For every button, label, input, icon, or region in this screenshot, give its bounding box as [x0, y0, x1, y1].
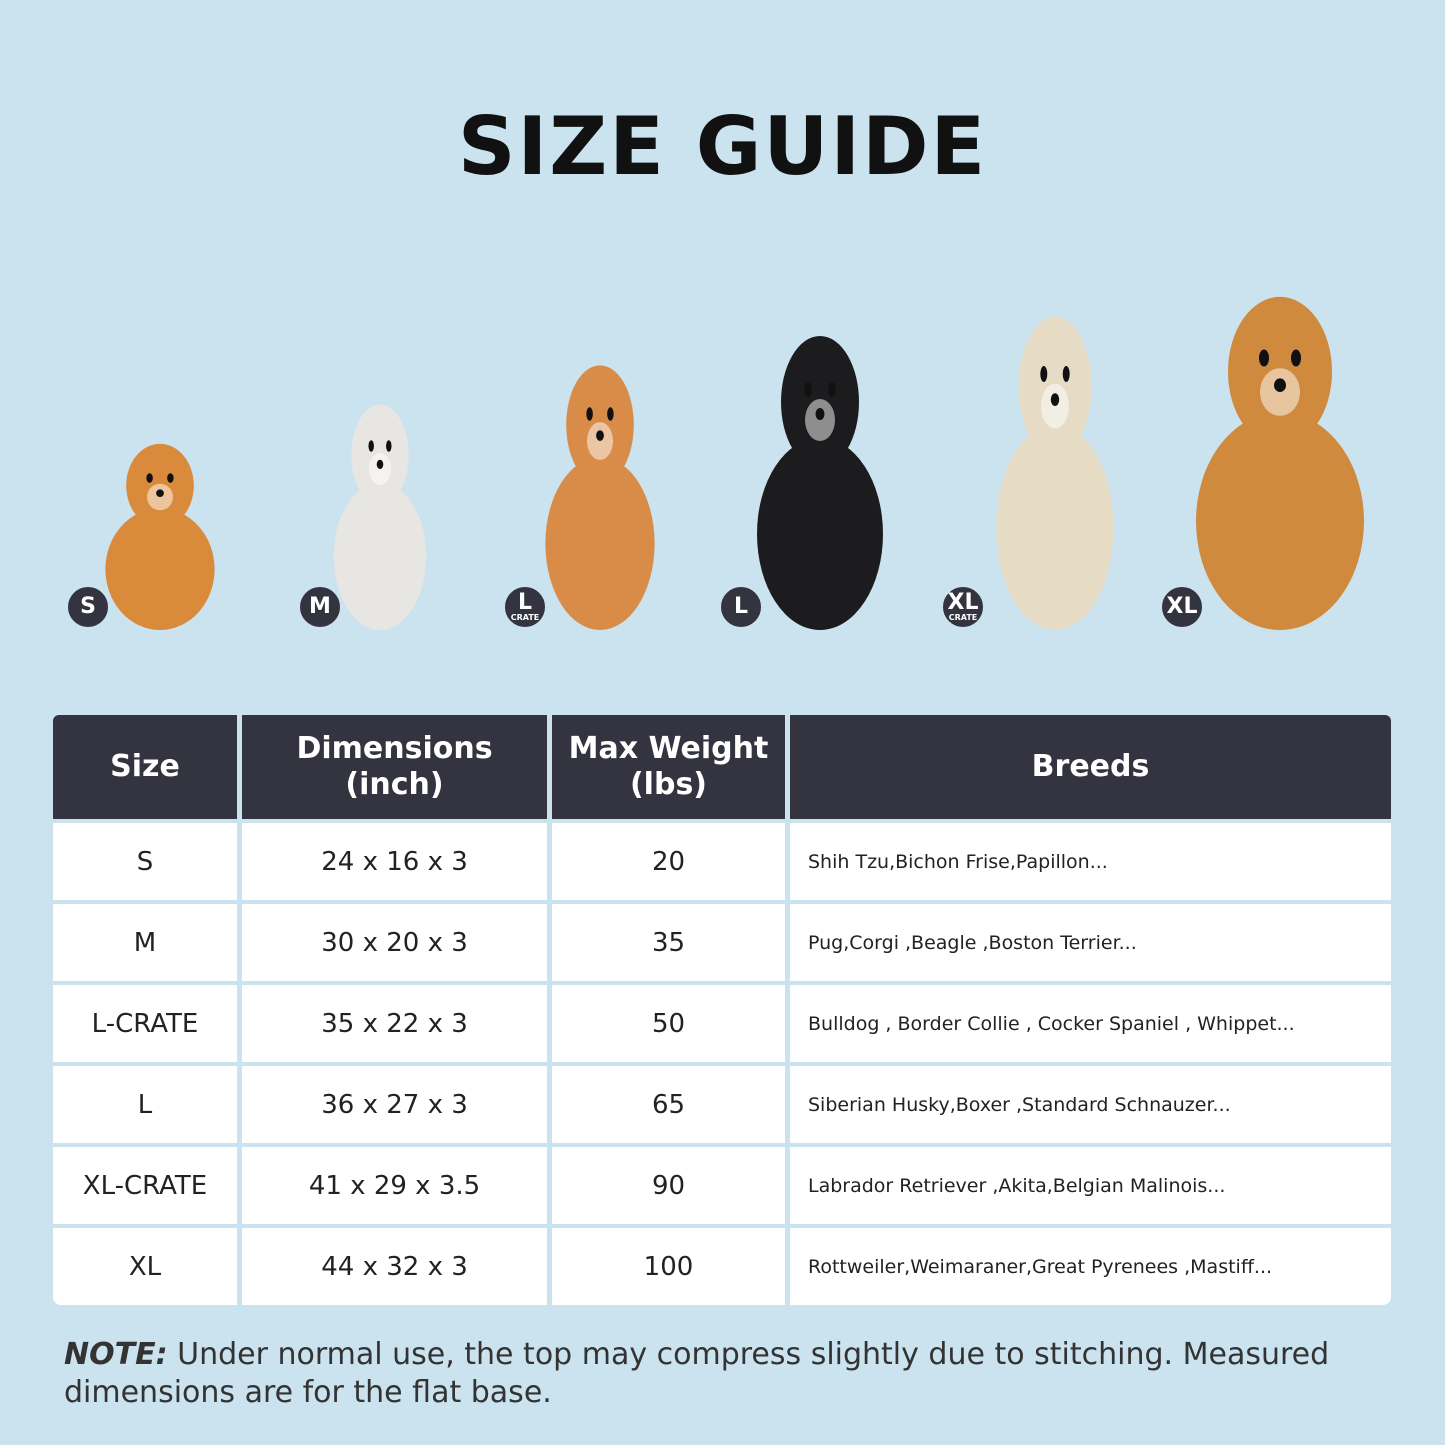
- badge-label: XL: [1166, 594, 1198, 619]
- badge-label: L: [733, 594, 749, 619]
- badge-label: L: [517, 590, 533, 615]
- dog-image: [95, 440, 225, 630]
- dog-lineup: S M L CRATE L XL CRATE XL: [0, 280, 1445, 660]
- dimensions-cell: 44 x 32 x 3: [242, 1228, 547, 1305]
- weight-cell: 65: [552, 1066, 785, 1143]
- column-header: Max Weight (lbs): [552, 715, 785, 819]
- column-header: Breeds: [790, 715, 1391, 819]
- size-cell: L-CRATE: [53, 985, 237, 1062]
- weight-cell: 90: [552, 1147, 785, 1224]
- note-text: Under normal use, the top may compress s…: [64, 1337, 1330, 1410]
- size-cell: M: [53, 904, 237, 981]
- dog-image: [985, 310, 1125, 630]
- note: NOTE: Under normal use, the top may comp…: [64, 1336, 1384, 1412]
- dog-image: [1180, 290, 1380, 630]
- dog-image: [325, 400, 435, 630]
- size-badge: L CRATE: [503, 585, 547, 629]
- column-header: Size: [53, 715, 237, 819]
- dimensions-cell: 41 x 29 x 3.5: [242, 1147, 547, 1224]
- size-badge: S: [66, 585, 110, 629]
- table-row: L-CRATE 35 x 22 x 3 50 Bulldog , Border Col…: [53, 985, 1391, 1062]
- column-header: Dimensions (inch): [242, 715, 547, 819]
- size-badge: L: [719, 585, 763, 629]
- size-badge: XL: [1160, 585, 1204, 629]
- badge-label: S: [80, 594, 96, 619]
- size-cell: L: [53, 1066, 237, 1143]
- table-row: M 30 x 20 x 3 35 Pug,Corgi ,Beagle ,Boston …: [53, 904, 1391, 981]
- dog-image: [535, 360, 665, 630]
- badge-label: XL: [947, 590, 979, 615]
- badge-label: M: [309, 594, 331, 619]
- breeds-cell: Rottweiler,Weimaraner,Great Pyrenees ,Ma…: [790, 1228, 1391, 1305]
- breeds-cell: Labrador Retriever ,Akita,Belgian Malino…: [790, 1147, 1391, 1224]
- dimensions-cell: 36 x 27 x 3: [242, 1066, 547, 1143]
- table-row: L 36 x 27 x 3 65 Siberian Husky,Boxer ,Stan…: [53, 1066, 1391, 1143]
- table-row: XL-CRATE 41 x 29 x 3.5 90 Labrador Retrieve…: [53, 1147, 1391, 1224]
- size-cell: XL-CRATE: [53, 1147, 237, 1224]
- breeds-cell: Siberian Husky,Boxer ,Standard Schnauzer…: [790, 1066, 1391, 1143]
- dog-image: [745, 330, 895, 630]
- page-title: SIZE GUIDE: [457, 100, 988, 193]
- breeds-cell: Bulldog , Border Collie , Cocker Spaniel…: [790, 985, 1391, 1062]
- size-badge: XL CRATE: [941, 585, 985, 629]
- size-cell: S: [53, 823, 237, 900]
- weight-cell: 100: [552, 1228, 785, 1305]
- size-table: Size Dimensions (inch) Max Weight (lbs) Bre…: [48, 711, 1396, 1309]
- breeds-cell: Shih Tzu,Bichon Frise,Papillon...: [790, 823, 1391, 900]
- dimensions-cell: 24 x 16 x 3: [242, 823, 547, 900]
- badge-sub: CRATE: [948, 613, 978, 622]
- size-badge: M: [298, 585, 342, 629]
- weight-cell: 20: [552, 823, 785, 900]
- dimensions-cell: 30 x 20 x 3: [242, 904, 547, 981]
- breeds-cell: Pug,Corgi ,Beagle ,Boston Terrier...: [790, 904, 1391, 981]
- size-cell: XL: [53, 1228, 237, 1305]
- weight-cell: 50: [552, 985, 785, 1062]
- badge-sub: CRATE: [510, 613, 540, 622]
- table-row: S 24 x 16 x 3 20 Shih Tzu,Bichon Frise,Papi…: [53, 823, 1391, 900]
- table-row: XL 44 x 32 x 3 100 Rottweiler,Weimaraner,Gr…: [53, 1228, 1391, 1305]
- weight-cell: 35: [552, 904, 785, 981]
- note-label: NOTE:: [64, 1337, 168, 1372]
- dimensions-cell: 35 x 22 x 3: [242, 985, 547, 1062]
